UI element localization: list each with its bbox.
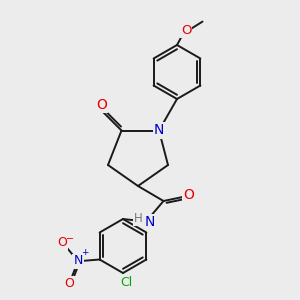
Text: Cl: Cl — [120, 276, 132, 289]
Text: O: O — [183, 188, 194, 202]
Text: N: N — [154, 124, 164, 137]
Text: O: O — [96, 98, 107, 112]
Text: +: + — [81, 248, 88, 257]
Text: H: H — [134, 212, 143, 225]
Text: N: N — [73, 254, 83, 268]
Text: N: N — [145, 215, 155, 229]
Text: O: O — [57, 236, 67, 250]
Text: O: O — [181, 24, 191, 37]
Text: O: O — [65, 277, 75, 290]
Text: −: − — [66, 234, 74, 244]
